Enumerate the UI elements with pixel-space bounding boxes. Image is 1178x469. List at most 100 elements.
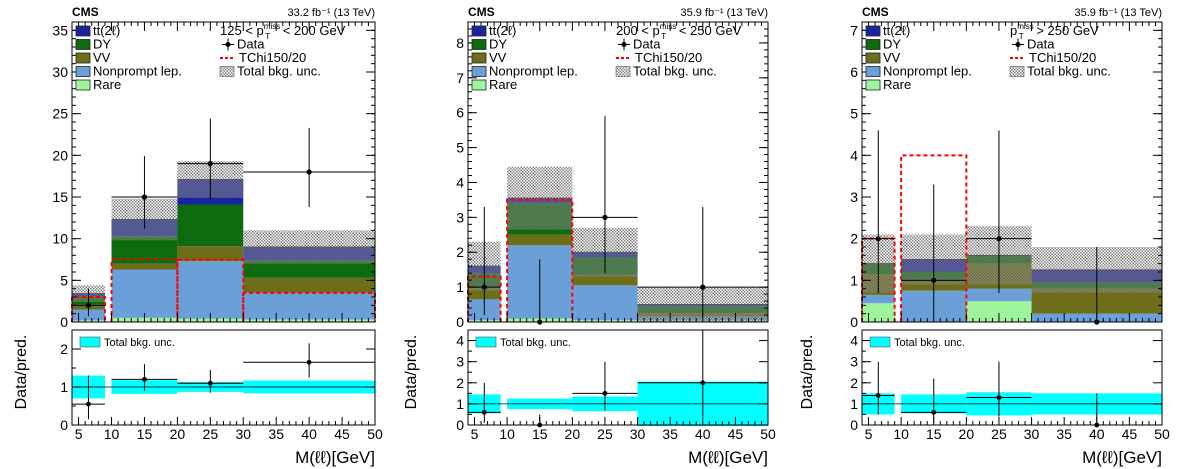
bar-rare [966, 301, 1032, 322]
ratio-point [86, 401, 91, 407]
legend-swatch [471, 66, 487, 77]
legend-label: tt(2ℓ) [883, 23, 910, 38]
xtick-label: 15 [926, 426, 942, 442]
ratio-ytick-label: 1 [60, 379, 68, 395]
bar-nonpromptlep [111, 269, 178, 318]
legend-label: VV [489, 50, 507, 65]
ratio-ytick-label: 1 [850, 396, 858, 412]
xtick-label: 20 [565, 426, 581, 442]
ratio-ytick-label: 0 [850, 417, 858, 433]
ytick-label: 3 [850, 189, 858, 205]
xtick-label: 5 [471, 426, 479, 442]
data-point [141, 194, 148, 200]
legend-swatch [471, 79, 487, 91]
xtick-label: 20 [959, 426, 975, 442]
cms-label: CMS [72, 5, 99, 19]
ytick-label: 1 [850, 272, 858, 288]
legend-label: Data [633, 37, 661, 52]
cms-label: CMS [862, 5, 889, 19]
data-point [207, 161, 213, 167]
bar-nonpromptlep [177, 261, 244, 319]
legend-label: Nonprompt lep. [883, 64, 972, 79]
unc-band [507, 166, 573, 230]
ytick-label: 0 [456, 314, 464, 330]
ytick-label: 6 [850, 64, 858, 80]
xtick-label: 50 [367, 426, 383, 442]
xtick-label: 35 [662, 426, 678, 442]
legend-label: VV [883, 50, 901, 65]
ratio-point [875, 393, 881, 398]
region-label: 200 < pmiss T < 250 GeV [616, 22, 742, 41]
legend-label: Data [1027, 37, 1055, 52]
ratio-point [602, 390, 608, 396]
ratio-legend-label: Total bkg. unc. [104, 337, 175, 349]
legend-label: Total bkg. unc. [1027, 64, 1111, 79]
legend-label: VV [93, 50, 111, 65]
ratio-point [996, 395, 1002, 400]
ratio-ytick-label: 4 [850, 333, 858, 349]
legend-unc-swatch [1009, 66, 1025, 77]
legend-swatch [471, 25, 487, 37]
ytick-label: 2 [850, 231, 858, 247]
xtick-label: 10 [893, 426, 909, 442]
xtick-label: 25 [597, 426, 613, 442]
legend-data-marker [225, 42, 231, 47]
legend-label: Total bkg. unc. [633, 64, 717, 79]
xtick-label: 10 [104, 426, 120, 442]
x-axis-title: M(ℓℓ)[GeV] [295, 448, 375, 467]
legend-label: Total bkg. unc. [237, 64, 321, 79]
ytick-label: 20 [52, 147, 68, 163]
ratio-point [481, 409, 487, 415]
data-point [85, 302, 92, 308]
legend-swatch [75, 66, 91, 77]
legend-data-marker [621, 42, 627, 47]
xtick-label: 45 [1122, 426, 1138, 442]
xtick-label: 25 [203, 426, 219, 442]
ytick-label: 15 [52, 189, 68, 205]
bar-nonpromptlep [862, 294, 895, 304]
legend-label: Nonprompt lep. [489, 64, 578, 79]
ytick-label: 4 [456, 174, 464, 190]
ytick-label: 5 [60, 272, 68, 288]
ytick-label: 5 [850, 106, 858, 122]
ratio-ytick-label: 3 [456, 354, 464, 370]
ytick-label: 8 [456, 35, 464, 51]
legend-swatch [865, 66, 881, 77]
ratio-point [207, 380, 213, 386]
y-axis-title: Data/pred. [13, 335, 30, 410]
ratio-ytick-label: 0 [456, 417, 464, 433]
xtick-label: 35 [268, 426, 284, 442]
unc-band [243, 230, 375, 264]
ratio-ytick-label: 0 [60, 417, 68, 433]
bar-vv [507, 234, 573, 246]
ytick-label: 35 [52, 22, 68, 38]
ytick-label: 4 [850, 147, 858, 163]
legend-label: DY [883, 37, 901, 52]
legend-label: TChi150/20 [239, 50, 306, 65]
cms-label: CMS [468, 5, 495, 19]
legend-swatch [75, 79, 91, 91]
legend-label: Nonprompt lep. [93, 64, 182, 79]
xtick-label: 25 [991, 426, 1007, 442]
xtick-label: 15 [532, 426, 548, 442]
xtick-label: 10 [499, 426, 515, 442]
bar-dy [243, 260, 375, 278]
legend-label: Data [237, 37, 265, 52]
lumi-label: 35.9 fb⁻¹ (13 TeV) [680, 7, 768, 19]
ratio-ytick-label: 2 [60, 341, 68, 357]
ytick-label: 7 [850, 22, 858, 38]
ytick-label: 2 [456, 244, 464, 260]
legend-swatch [865, 25, 881, 37]
legend-label: tt(2ℓ) [489, 23, 516, 38]
legend-label: TChi150/20 [635, 50, 702, 65]
data-point [931, 277, 937, 283]
legend-swatch [865, 39, 881, 50]
legend-label: TChi150/20 [1029, 50, 1096, 65]
legend-swatch [75, 52, 91, 64]
legend-label: Rare [883, 77, 911, 92]
legend-swatch [471, 52, 487, 64]
